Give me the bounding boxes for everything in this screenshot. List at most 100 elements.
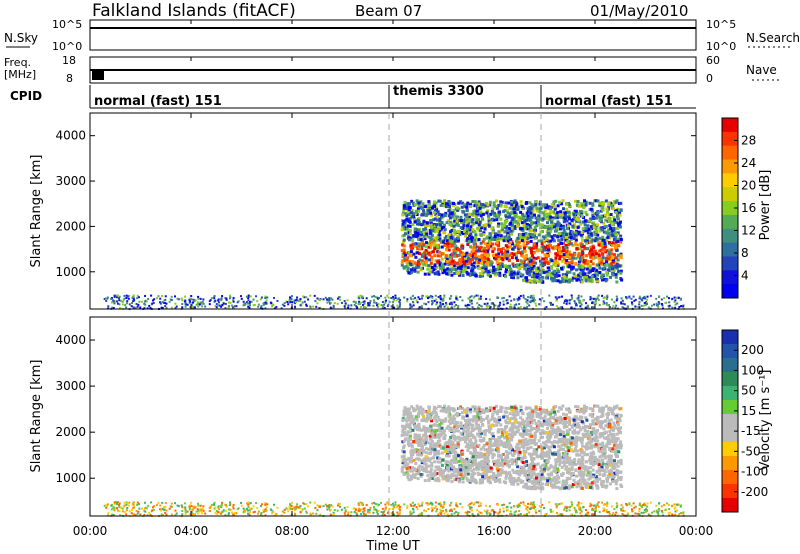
velocity-point: [413, 424, 417, 428]
power-point: [184, 305, 187, 308]
power-point: [466, 228, 470, 232]
power-point: [619, 208, 623, 212]
power-point: [467, 240, 471, 244]
power-point: [558, 200, 562, 204]
power-point: [608, 217, 612, 221]
power-point: [161, 307, 164, 310]
power-point: [428, 228, 432, 232]
velocity-point: [460, 471, 464, 475]
power-point: [439, 203, 443, 207]
power-point: [138, 300, 141, 303]
power-point: [573, 252, 577, 256]
power-point: [191, 305, 194, 308]
power-point: [574, 209, 578, 213]
power-point: [444, 244, 448, 248]
velocity-point: [518, 469, 522, 473]
power-point: [468, 203, 472, 207]
power-point: [488, 236, 492, 240]
velocity-point: [514, 458, 518, 462]
power-point: [583, 219, 587, 223]
power-point: [523, 219, 527, 223]
power-point: [546, 272, 550, 276]
power-point: [567, 243, 571, 247]
power-point: [595, 255, 599, 259]
power-point: [529, 239, 533, 243]
velocity-point: [406, 430, 410, 434]
power-point: [126, 300, 129, 303]
power-point: [398, 305, 401, 308]
power-point: [406, 234, 410, 238]
power-point: [523, 278, 527, 282]
power-point: [575, 219, 579, 223]
power-point: [523, 256, 527, 260]
power-point: [610, 222, 614, 226]
power-point: [500, 262, 504, 266]
power-point: [305, 304, 308, 307]
velocity-point: [573, 482, 577, 486]
power-point: [552, 233, 556, 237]
power-point: [497, 230, 501, 234]
power-point: [544, 206, 548, 210]
power-point: [657, 306, 660, 309]
power-point: [499, 247, 503, 251]
power-point: [540, 239, 544, 243]
power-point: [671, 297, 674, 300]
power-point: [421, 202, 425, 206]
power-point: [516, 251, 520, 255]
power-point: [392, 298, 395, 301]
velocity-point: [603, 470, 607, 474]
power-point: [245, 295, 248, 298]
power-point: [112, 306, 115, 309]
power-point: [446, 267, 450, 271]
power-point: [511, 229, 515, 233]
power-point: [424, 227, 428, 231]
power-point: [538, 303, 541, 306]
power-point: [210, 297, 213, 300]
velocity-point: [482, 437, 486, 441]
power-point: [339, 298, 342, 301]
power-point: [424, 252, 428, 256]
velocity-point: [558, 433, 562, 437]
power-point: [553, 260, 557, 264]
power-point: [449, 297, 452, 300]
power-point: [446, 244, 450, 248]
power-point: [224, 307, 227, 310]
power-point: [247, 302, 250, 305]
power-point: [513, 227, 517, 231]
power-point: [582, 299, 585, 302]
power-point: [636, 305, 639, 308]
power-point: [615, 299, 618, 302]
power-point: [309, 305, 312, 308]
power-point: [579, 259, 583, 263]
power-point: [375, 302, 378, 305]
power-point: [601, 256, 605, 260]
velocity-point: [568, 462, 572, 466]
power-point: [541, 244, 545, 248]
power-point: [680, 305, 683, 308]
power-point: [638, 303, 641, 306]
power-point: [433, 204, 437, 208]
power-point: [664, 301, 667, 304]
power-point: [456, 266, 460, 270]
power-point: [324, 296, 327, 299]
power-point: [485, 259, 489, 263]
power-point: [380, 295, 383, 298]
power-point: [564, 238, 568, 242]
velocity-point: [602, 436, 606, 440]
velocity-point: [574, 462, 578, 466]
power-point: [433, 244, 437, 248]
power-point: [428, 245, 432, 249]
velocity-point: [609, 454, 613, 458]
velocity-point: [401, 459, 405, 463]
power-point: [573, 235, 577, 239]
power-point: [429, 221, 433, 225]
power-point: [616, 217, 620, 221]
power-point: [264, 295, 267, 298]
power-point: [529, 248, 533, 252]
power-point: [526, 201, 530, 205]
power-point: [412, 216, 416, 220]
power-point: [431, 296, 434, 299]
velocity-point: [498, 478, 502, 482]
power-point: [472, 242, 476, 246]
power-point: [557, 306, 560, 309]
